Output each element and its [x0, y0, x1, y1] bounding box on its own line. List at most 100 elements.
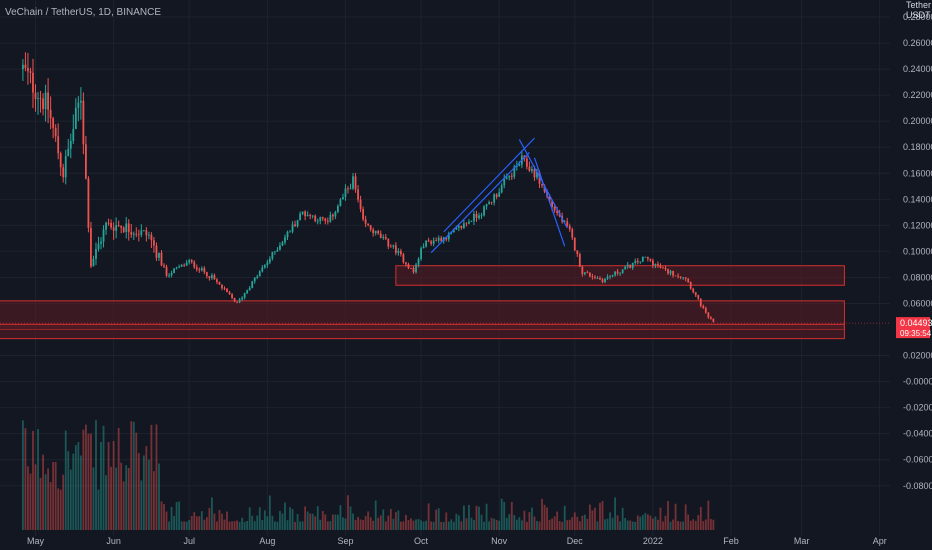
candle-body — [599, 278, 601, 280]
candle-body — [536, 172, 538, 178]
volume-bar — [483, 521, 485, 530]
candle-body — [689, 281, 692, 289]
candle-body — [405, 262, 407, 265]
candle-body — [437, 237, 440, 241]
volume-bar — [178, 501, 181, 530]
volume-bar — [238, 521, 241, 530]
volume-bar — [251, 515, 254, 530]
volume-bar — [503, 501, 506, 530]
candle-body — [228, 292, 231, 295]
candle-body — [354, 176, 357, 190]
candle-body — [77, 102, 80, 108]
candle-body — [432, 240, 435, 244]
candle-body — [216, 279, 218, 282]
volume-bar — [291, 509, 294, 530]
candle-body — [291, 224, 294, 232]
candle-body — [74, 107, 77, 129]
volume-bar — [337, 514, 339, 530]
candle-body — [160, 252, 163, 266]
candle-body — [473, 213, 475, 222]
candle-body — [468, 221, 470, 224]
candle-body — [198, 269, 201, 271]
candle-body — [510, 175, 513, 177]
volume-bar — [397, 510, 400, 530]
volume-bar — [417, 519, 420, 530]
candle-body — [122, 227, 125, 232]
volume-bar — [304, 506, 307, 530]
candle-body — [533, 169, 536, 178]
volume-bar — [261, 519, 264, 530]
volume-bar — [195, 516, 198, 530]
volume-bar — [223, 519, 226, 530]
candle-body — [331, 214, 334, 217]
candle-body — [636, 260, 639, 263]
volume-bar — [369, 517, 372, 530]
volume-bar — [281, 513, 284, 530]
volume-bar — [64, 430, 67, 530]
candle-body — [329, 214, 332, 222]
candle-body — [488, 202, 490, 205]
currency-label: Tether USDT — [906, 0, 931, 20]
volume-bar — [284, 502, 286, 530]
volume-bar — [520, 520, 523, 530]
volume-bar — [49, 482, 52, 530]
volume-bar — [105, 475, 107, 530]
volume-bar — [155, 424, 158, 530]
volume-bar — [583, 514, 586, 530]
candle-body — [95, 248, 97, 259]
volume-bar — [266, 516, 269, 530]
candle-body — [707, 312, 710, 318]
volume-bar — [137, 453, 140, 530]
volume-bar — [243, 521, 246, 530]
candle-body — [402, 254, 405, 263]
volume-bar — [498, 520, 501, 530]
candle-body — [379, 233, 382, 238]
volume-bar — [228, 521, 231, 530]
volume-bar — [561, 521, 564, 530]
candle-body — [420, 248, 422, 260]
volume-bar — [536, 520, 538, 530]
volume-bar — [158, 463, 160, 530]
volume-bar — [142, 455, 145, 530]
volume-bar — [440, 521, 443, 530]
volume-bar — [641, 515, 644, 530]
volume-bar — [621, 507, 624, 530]
volume-bar — [460, 521, 463, 530]
volume-bar — [709, 518, 712, 530]
volume-bar — [362, 519, 364, 530]
volume-bar — [216, 521, 218, 530]
candle-body — [183, 264, 186, 266]
candle-body — [568, 225, 571, 230]
volume-bar — [652, 518, 654, 530]
candle-body — [410, 267, 412, 269]
candle-body — [319, 217, 322, 221]
volume-bar — [85, 424, 87, 530]
candle-body — [425, 240, 427, 247]
candle-body — [125, 223, 128, 232]
candle-body — [304, 211, 307, 217]
price-tick-label: -0.00000 — [903, 377, 932, 387]
volume-bar — [400, 521, 402, 530]
volume-bar — [571, 517, 574, 530]
volume-bar — [173, 515, 175, 530]
volume-bar — [364, 516, 367, 530]
volume-bar — [329, 521, 332, 530]
trendline — [430, 152, 530, 254]
candle-body — [553, 206, 556, 211]
candle-body — [526, 158, 528, 167]
candle-body — [142, 230, 145, 232]
candle-body — [316, 220, 319, 222]
candle-body — [37, 98, 39, 100]
volume-bar — [455, 513, 458, 530]
candle-body — [261, 267, 264, 272]
volume-bar — [662, 521, 664, 530]
volume-bar — [546, 507, 548, 530]
time-tick-label: Apr — [873, 536, 887, 546]
candle-body — [455, 227, 458, 230]
candle-body — [203, 268, 206, 273]
volume-bar — [241, 517, 244, 530]
